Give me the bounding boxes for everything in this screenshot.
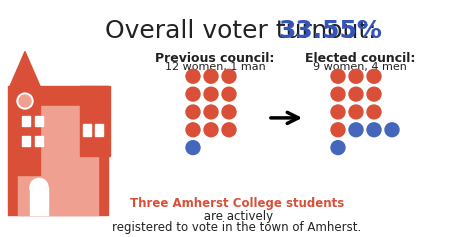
Circle shape <box>17 93 33 109</box>
Circle shape <box>186 141 200 155</box>
Bar <box>22 136 30 146</box>
Text: are actively: are actively <box>201 210 273 223</box>
Circle shape <box>186 105 200 119</box>
Bar <box>80 86 110 155</box>
Circle shape <box>204 69 218 83</box>
Circle shape <box>204 105 218 119</box>
Text: Overall voter turnout:: Overall voter turnout: <box>105 19 385 43</box>
Bar <box>83 124 91 136</box>
Circle shape <box>367 87 381 101</box>
Bar <box>35 136 43 146</box>
Bar <box>30 187 48 215</box>
Circle shape <box>186 69 200 83</box>
Bar <box>18 106 98 215</box>
Circle shape <box>331 141 345 155</box>
Circle shape <box>331 123 345 137</box>
Bar <box>35 116 43 126</box>
Circle shape <box>331 87 345 101</box>
Text: 12 women, 1 man: 12 women, 1 man <box>164 62 265 73</box>
Text: 33.55%: 33.55% <box>278 19 382 43</box>
Bar <box>10 86 40 175</box>
Circle shape <box>30 178 48 196</box>
Circle shape <box>186 123 200 137</box>
Circle shape <box>385 123 399 137</box>
Circle shape <box>204 87 218 101</box>
Text: registered to vote in the town of Amherst.: registered to vote in the town of Amhers… <box>112 221 362 234</box>
Text: Elected council:: Elected council: <box>305 51 415 64</box>
Circle shape <box>349 123 363 137</box>
Circle shape <box>331 105 345 119</box>
Circle shape <box>222 105 236 119</box>
Circle shape <box>349 105 363 119</box>
Circle shape <box>204 123 218 137</box>
Circle shape <box>349 69 363 83</box>
Text: Three Amherst College students: Three Amherst College students <box>130 197 344 210</box>
Text: Previous council:: Previous council: <box>155 51 275 64</box>
Circle shape <box>222 87 236 101</box>
Bar <box>22 116 30 126</box>
Polygon shape <box>10 51 40 86</box>
Circle shape <box>222 69 236 83</box>
Circle shape <box>19 95 31 107</box>
Bar <box>95 124 103 136</box>
Circle shape <box>331 69 345 83</box>
Text: 9 women, 4 men: 9 women, 4 men <box>313 62 407 73</box>
Bar <box>8 86 108 215</box>
Circle shape <box>367 105 381 119</box>
Circle shape <box>186 87 200 101</box>
Circle shape <box>349 87 363 101</box>
Circle shape <box>367 69 381 83</box>
Circle shape <box>222 123 236 137</box>
Circle shape <box>367 123 381 137</box>
